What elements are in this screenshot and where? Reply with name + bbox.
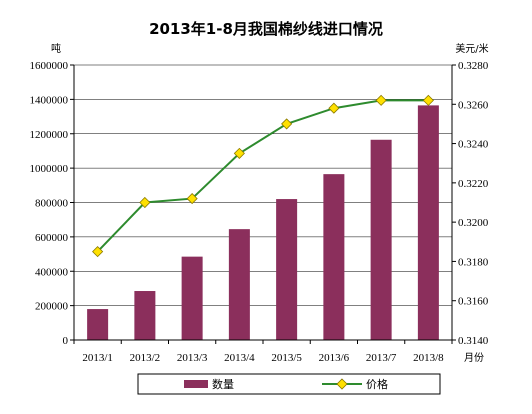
x-tick-label: 2013/8: [413, 352, 444, 364]
left-tick-label: 1200000: [30, 129, 69, 141]
line-point: [233, 147, 245, 159]
x-tick-label: 2013/5: [271, 352, 302, 364]
legend-line-marker: [336, 378, 348, 390]
right-tick-label: 0.3260: [458, 99, 489, 111]
left-tick-label: 1400000: [30, 94, 69, 106]
line-point: [422, 94, 434, 106]
left-tick-label: 800000: [35, 198, 69, 210]
right-tick-label: 0.3140: [458, 335, 489, 347]
bar: [228, 229, 250, 340]
left-tick-label: 1000000: [30, 163, 69, 175]
axes: [73, 65, 453, 344]
line-point: [328, 102, 340, 114]
price-line: [96, 99, 429, 253]
right-axis-unit: 美元/米: [455, 42, 488, 55]
bar: [370, 139, 392, 340]
left-tick-label: 600000: [35, 232, 69, 244]
legend-box: [137, 373, 441, 395]
left-tick-label: 0: [63, 335, 69, 347]
chart-title: 2013年1-8月我国棉纱线进口情况: [149, 20, 383, 38]
bar: [276, 199, 298, 340]
x-tick-label: 2013/2: [130, 352, 161, 364]
bar: [134, 291, 156, 340]
right-tick-label: 0.3200: [458, 217, 489, 229]
x-axis-label: 月份: [464, 352, 484, 364]
bar: [181, 256, 203, 340]
line-point: [92, 246, 104, 258]
line-point: [139, 196, 151, 209]
left-tick-label: 1600000: [30, 60, 69, 72]
line-point: [375, 94, 387, 106]
legend-bar-swatch: [184, 380, 208, 388]
x-tick-label: 2013/7: [366, 352, 397, 364]
bar: [417, 105, 439, 340]
x-tick-label: 2013/4: [224, 352, 255, 364]
x-tick-label: 2013/3: [177, 352, 208, 364]
bar-series: [87, 105, 439, 340]
gridlines: [70, 64, 456, 341]
left-tick-label: 200000: [35, 301, 69, 313]
right-tick-labels: 0.3140 0.3160 0.3180 0.3200 0.3220 0.3240 0.32…: [458, 60, 489, 347]
left-axis-unit: 吨: [51, 42, 61, 55]
bar: [323, 174, 345, 340]
right-tick-label: 0.3240: [458, 139, 489, 151]
line-series: [92, 94, 434, 258]
line-point: [281, 118, 293, 130]
legend: 数量 价格: [137, 373, 441, 395]
right-tick-label: 0.3160: [458, 296, 489, 308]
line-point: [186, 193, 198, 205]
right-tick-label: 0.3280: [458, 60, 489, 72]
right-tick-label: 0.3220: [458, 178, 489, 190]
x-tick-label: 2013/1: [82, 352, 113, 364]
legend-line-label: 价格: [366, 377, 388, 391]
bar: [87, 309, 109, 340]
right-tick-label: 0.3180: [458, 256, 489, 268]
x-tick-labels: 2013/1 2013/2 2013/3 2013/4 2013/5 2013/6 2013…: [82, 352, 444, 364]
x-tick-label: 2013/6: [319, 352, 350, 364]
left-tick-labels: 0 200000 400000 600000 800000 1000000 1200000 1…: [30, 60, 69, 347]
left-tick-label: 400000: [35, 266, 69, 278]
legend-bar-label: 数量: [212, 378, 234, 391]
